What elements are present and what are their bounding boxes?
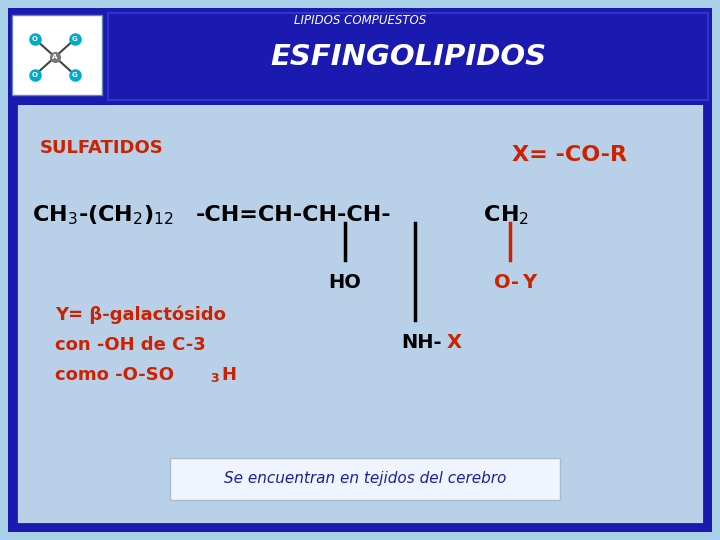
Text: 3: 3 — [210, 373, 219, 386]
Text: O: O — [32, 72, 38, 78]
Text: -(CH$_2$)$_{12}$: -(CH$_2$)$_{12}$ — [78, 203, 174, 227]
Bar — [16, 8, 704, 105]
Bar — [16, 99, 704, 524]
Bar — [170, 458, 560, 500]
Text: CH$_3$: CH$_3$ — [32, 203, 78, 227]
Text: Se encuentran en tejidos del cerebro: Se encuentran en tejidos del cerebro — [224, 471, 506, 487]
Text: Y= β-galactósido: Y= β-galactósido — [55, 306, 226, 324]
Text: A: A — [53, 54, 58, 60]
Text: HO: HO — [328, 273, 361, 292]
Text: SULFATIDOS: SULFATIDOS — [40, 139, 163, 157]
Text: O: O — [32, 36, 38, 42]
Text: con -OH de C-3: con -OH de C-3 — [55, 336, 206, 354]
Text: G: G — [72, 36, 78, 42]
Bar — [12, 15, 102, 95]
Text: como -O-SO: como -O-SO — [55, 366, 174, 384]
Text: NH-: NH- — [401, 333, 441, 352]
Text: X= -CO-R: X= -CO-R — [513, 145, 628, 165]
Text: Y: Y — [522, 273, 536, 292]
Text: O-: O- — [494, 273, 519, 292]
Text: ESFINGOLIPIDOS: ESFINGOLIPIDOS — [270, 43, 546, 71]
Bar — [108, 13, 708, 100]
Text: LIPIDOS COMPUESTOS: LIPIDOS COMPUESTOS — [294, 14, 426, 26]
Text: H: H — [221, 366, 236, 384]
Text: -CH=CH-CH-CH-: -CH=CH-CH-CH- — [196, 205, 392, 225]
Text: G: G — [72, 72, 78, 78]
Text: X: X — [447, 333, 462, 352]
Text: CH$_2$: CH$_2$ — [476, 203, 529, 227]
